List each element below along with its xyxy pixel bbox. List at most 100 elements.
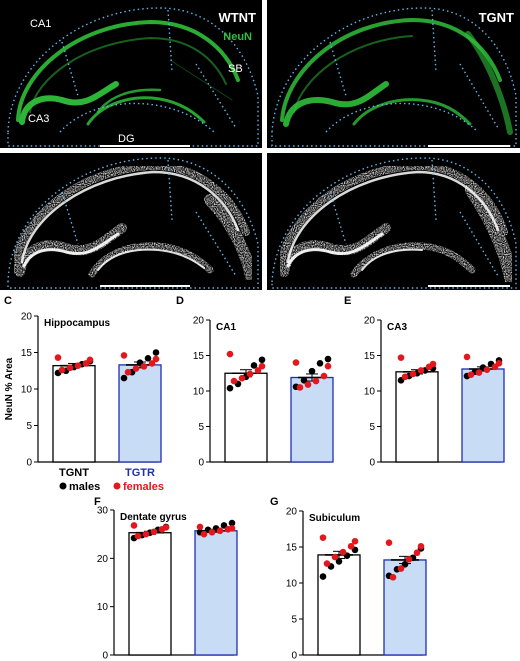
legend: TGNT TGTR males females xyxy=(59,467,164,493)
data-point-male xyxy=(226,384,234,392)
region-label-dg: DG xyxy=(118,133,135,145)
chart-dentate-gyrus: F Dentate gyrus 0 10 20 30 xyxy=(94,496,238,661)
y-tick-label: 20 xyxy=(21,312,33,323)
y-tick-label: 0 xyxy=(102,651,108,661)
y-tick-label: 10 xyxy=(364,387,376,398)
y-tick-label: 10 xyxy=(97,602,109,613)
data-point-female xyxy=(320,372,328,380)
data-point-male xyxy=(250,362,258,369)
data-point-female xyxy=(226,350,234,358)
data-point-female xyxy=(140,363,148,370)
panel-letter-d: D xyxy=(176,295,184,307)
legend-females: females xyxy=(123,481,164,493)
data-point-female xyxy=(292,359,300,366)
chart-title: CA1 xyxy=(216,322,236,333)
chart-ca3: E CA3 0 5 10 15 20 xyxy=(344,295,505,469)
genotype-label-a: WTNT xyxy=(218,10,256,25)
bar-tgtr xyxy=(194,530,238,656)
data-point-female xyxy=(312,377,320,385)
y-tick-label: 10 xyxy=(193,387,205,398)
data-point-female xyxy=(296,384,304,391)
data-point-female xyxy=(208,528,216,536)
panel-letter-f: F xyxy=(94,496,101,508)
y-tick-label: 20 xyxy=(97,554,109,565)
data-point-female xyxy=(339,548,347,556)
y-tick-label: 0 xyxy=(369,458,375,469)
neun-signal-a xyxy=(16,19,240,126)
legend-male-marker xyxy=(59,482,67,490)
y-tick-label: 15 xyxy=(193,351,205,362)
data-point-male xyxy=(324,355,332,363)
data-point-female xyxy=(324,362,332,370)
panel-letter-g: G xyxy=(270,496,279,508)
data-point-female xyxy=(351,537,359,545)
data-point-female xyxy=(397,354,405,361)
stain-label-neun: NeuN xyxy=(223,31,252,43)
y-tick-label: 10 xyxy=(286,579,298,590)
data-point-female xyxy=(142,530,150,538)
data-point-female xyxy=(228,525,236,532)
data-point-female xyxy=(258,362,266,370)
chart-ca1: D CA1 0 5 10 15 20 xyxy=(176,295,334,469)
data-point-female xyxy=(216,527,224,535)
chart-title: Dentate gyrus xyxy=(120,512,187,523)
y-tick-label: 20 xyxy=(286,507,298,518)
y-tick-label: 5 xyxy=(291,615,297,626)
bar-tgnt xyxy=(317,554,361,656)
data-point-male xyxy=(308,367,316,375)
data-point-female xyxy=(331,553,339,561)
bar-tgtr xyxy=(290,376,334,463)
y-tick-label: 15 xyxy=(286,543,298,554)
data-point-female xyxy=(495,360,503,367)
data-point-female xyxy=(196,523,204,531)
data-point-female xyxy=(134,532,142,540)
y-tick-label: 0 xyxy=(26,458,32,469)
chart-subiculum: G Subiculum 0 5 10 15 20 xyxy=(270,496,427,661)
roi-outline-a xyxy=(7,7,259,147)
y-tick-label: 15 xyxy=(21,348,33,359)
bar-charts: C Hippocampus 0 5 10 15 20 NeuN % Area D CA1 0 5 10 1… xyxy=(4,295,505,661)
micrograph-a-threshold xyxy=(0,153,262,290)
y-tick-label: 5 xyxy=(369,422,375,433)
bar-tgnt xyxy=(128,532,172,656)
bar-tgnt xyxy=(395,371,439,463)
region-label-ca3: CA3 xyxy=(28,113,49,125)
data-point-male xyxy=(316,360,324,367)
y-tick-label: 5 xyxy=(26,421,32,432)
region-label-ca1: CA1 xyxy=(30,18,51,30)
y-tick-label: 20 xyxy=(364,316,376,327)
y-tick-label: 5 xyxy=(198,422,204,433)
data-point-female xyxy=(413,549,421,557)
bar-tgtr xyxy=(461,368,505,463)
y-axis-label: NeuN % Area xyxy=(4,357,15,420)
data-point-female xyxy=(475,369,483,376)
region-label-sb: SB xyxy=(228,63,243,75)
data-point-female xyxy=(58,366,66,374)
roi-outline-b xyxy=(271,7,517,147)
data-point-female xyxy=(417,542,425,550)
data-point-female xyxy=(150,528,158,536)
data-point-female xyxy=(152,355,160,363)
micrograph-a-neun: A WTNT NeuN CA1 CA3 DG SB xyxy=(0,0,262,148)
data-point-female xyxy=(246,370,254,378)
panel-letter-e: E xyxy=(344,295,351,307)
chart-title: Hippocampus xyxy=(44,318,111,329)
genotype-label-b: TGNT xyxy=(479,10,514,25)
data-point-female xyxy=(54,354,62,361)
legend-group-tgtr: TGTR xyxy=(125,467,155,479)
data-point-female xyxy=(230,377,238,385)
data-point-female xyxy=(238,374,246,382)
micrograph-b-threshold xyxy=(267,153,520,290)
data-point-female xyxy=(483,366,491,374)
panel-letter-a: A xyxy=(2,1,10,13)
data-point-female xyxy=(323,560,331,567)
data-point-female xyxy=(86,356,94,364)
y-tick-label: 0 xyxy=(291,651,297,661)
data-point-female xyxy=(389,573,397,581)
data-point-female xyxy=(463,353,471,361)
data-point-female xyxy=(66,364,74,372)
data-point-female xyxy=(409,370,417,378)
chart-title: Subiculum xyxy=(309,513,360,524)
data-point-male xyxy=(258,356,266,364)
